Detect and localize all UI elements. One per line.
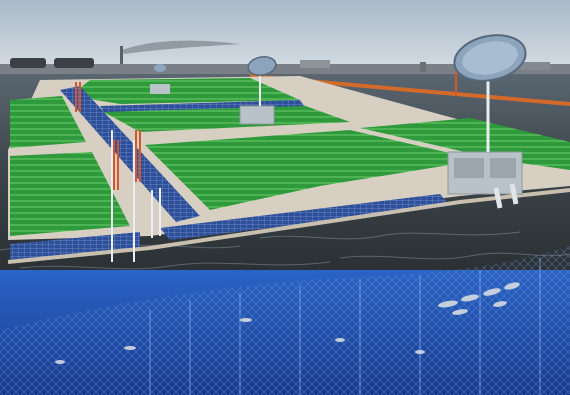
solar-walkway-diagonal [60,86,200,222]
solar-walkway-front-right [160,194,450,240]
chimney [120,46,123,64]
crop-beds-far [70,78,300,104]
satellite-dish-far [247,56,277,106]
solar-walkway-back [100,100,304,112]
solar-walkway-front [10,232,140,262]
crop-beds-center-back [100,104,350,132]
crop-beds-center [145,130,480,210]
net-cage [0,246,570,395]
equipment-housing [150,84,523,209]
crop-beds-far-left [10,96,86,148]
satellite-dish-near [453,34,527,152]
crop-beds-left [10,152,130,236]
satellite-dish-small [154,64,166,72]
fish-school [55,282,520,364]
net-cage-ropes [149,258,541,395]
white-poles [111,130,161,262]
smoke-plume [122,40,240,54]
